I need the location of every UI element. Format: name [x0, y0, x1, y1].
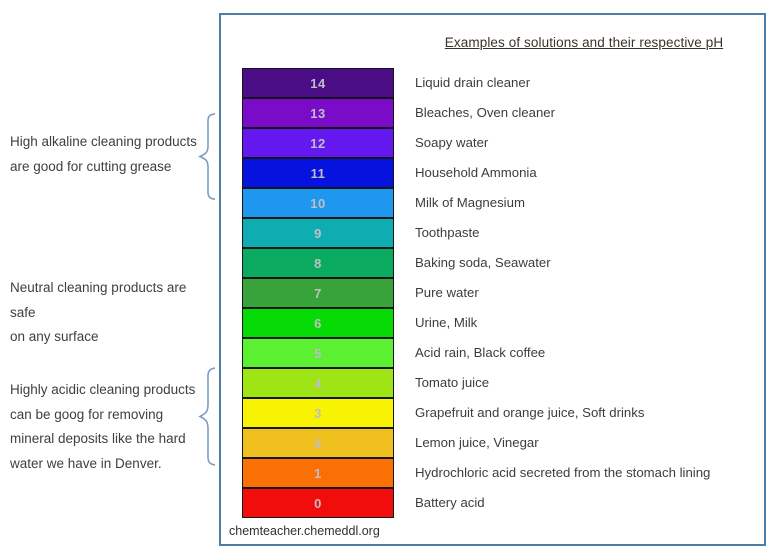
ph-row: 4 Tomato juice	[242, 368, 757, 398]
ph-row: 3 Grapefruit and orange juice, Soft drin…	[242, 398, 757, 428]
ph-row: 11 Household Ammonia	[242, 158, 757, 188]
ph-number: 0	[314, 495, 322, 511]
ph-example-label: Soapy water	[415, 135, 489, 150]
ph-row: 1 Hydrochloric acid secreted from the st…	[242, 458, 757, 488]
ph-scale: 14 Liquid drain cleaner 13 Bleaches, Ove…	[242, 68, 757, 518]
ph-bar: 0	[242, 488, 394, 518]
note-highly-acidic: Highly acidic cleaning products can be g…	[10, 382, 196, 471]
ph-row: 9 Toothpaste	[242, 218, 757, 248]
ph-row: 5 Acid rain, Black coffee	[242, 338, 757, 368]
ph-number: 12	[310, 135, 326, 151]
ph-row: 12 Soapy water	[242, 128, 757, 158]
ph-row: 2 Lemon juice, Vinegar	[242, 428, 757, 458]
ph-number: 7	[314, 285, 322, 301]
ph-bar: 7	[242, 278, 394, 308]
ph-number: 10	[310, 195, 326, 211]
ph-bar: 12	[242, 128, 394, 158]
ph-example-label: Lemon juice, Vinegar	[415, 435, 539, 450]
ph-number: 13	[310, 105, 326, 121]
ph-number: 1	[314, 465, 322, 481]
ph-row: 0 Battery acid	[242, 488, 757, 518]
ph-example-label: Bleaches, Oven cleaner	[415, 105, 556, 120]
ph-bar: 5	[242, 338, 394, 368]
ph-row: 6 Urine, Milk	[242, 308, 757, 338]
ph-bar: 9	[242, 218, 394, 248]
ph-row: 10 Milk of Magnesium	[242, 188, 757, 218]
ph-number: 9	[314, 225, 322, 241]
ph-example-label: Toothpaste	[415, 225, 480, 240]
ph-example-label: Milk of Magnesium	[415, 195, 525, 210]
ph-bar: 4	[242, 368, 394, 398]
ph-number: 8	[314, 255, 322, 271]
ph-example-label: Pure water	[415, 285, 479, 300]
ph-bar: 6	[242, 308, 394, 338]
ph-bar: 10	[242, 188, 394, 218]
ph-row: 13 Bleaches, Oven cleaner	[242, 98, 757, 128]
page-title: Examples of solutions and their respecti…	[444, 35, 724, 50]
ph-example-label: Grapefruit and orange juice, Soft drinks	[415, 405, 645, 420]
ph-row: 7 Pure water	[242, 278, 757, 308]
ph-example-label: Household Ammonia	[415, 165, 537, 180]
brace-alkaline-icon	[195, 112, 217, 201]
ph-number: 4	[314, 375, 322, 391]
ph-bar: 8	[242, 248, 394, 278]
ph-bar: 13	[242, 98, 394, 128]
ph-example-label: Acid rain, Black coffee	[415, 345, 546, 360]
ph-example-label: Baking soda, Seawater	[415, 255, 551, 270]
ph-bar: 1	[242, 458, 394, 488]
diagram-frame: Examples of solutions and their respecti…	[219, 13, 766, 546]
brace-acidic-icon	[195, 366, 217, 467]
ph-bar: 11	[242, 158, 394, 188]
ph-number: 11	[310, 165, 326, 181]
ph-example-label: Urine, Milk	[415, 315, 478, 330]
ph-bar: 2	[242, 428, 394, 458]
ph-number: 14	[310, 75, 326, 91]
ph-example-label: Battery acid	[415, 495, 485, 510]
ph-number: 6	[314, 315, 322, 331]
ph-example-label: Tomato juice	[415, 375, 490, 390]
ph-example-label: Hydrochloric acid secreted from the stom…	[415, 465, 711, 480]
ph-example-label: Liquid drain cleaner	[415, 75, 531, 90]
ph-row: 8 Baking soda, Seawater	[242, 248, 757, 278]
ph-bar: 14	[242, 68, 394, 98]
ph-number: 5	[314, 345, 322, 361]
note-high-alkaline: High alkaline cleaning products are good…	[10, 134, 197, 174]
ph-number: 2	[314, 435, 322, 451]
source-credit: chemteacher.chemeddl.org	[229, 524, 380, 538]
ph-bar: 3	[242, 398, 394, 428]
ph-row: 14 Liquid drain cleaner	[242, 68, 757, 98]
ph-number: 3	[314, 405, 322, 421]
note-neutral: Neutral cleaning products are safe on an…	[10, 280, 187, 345]
